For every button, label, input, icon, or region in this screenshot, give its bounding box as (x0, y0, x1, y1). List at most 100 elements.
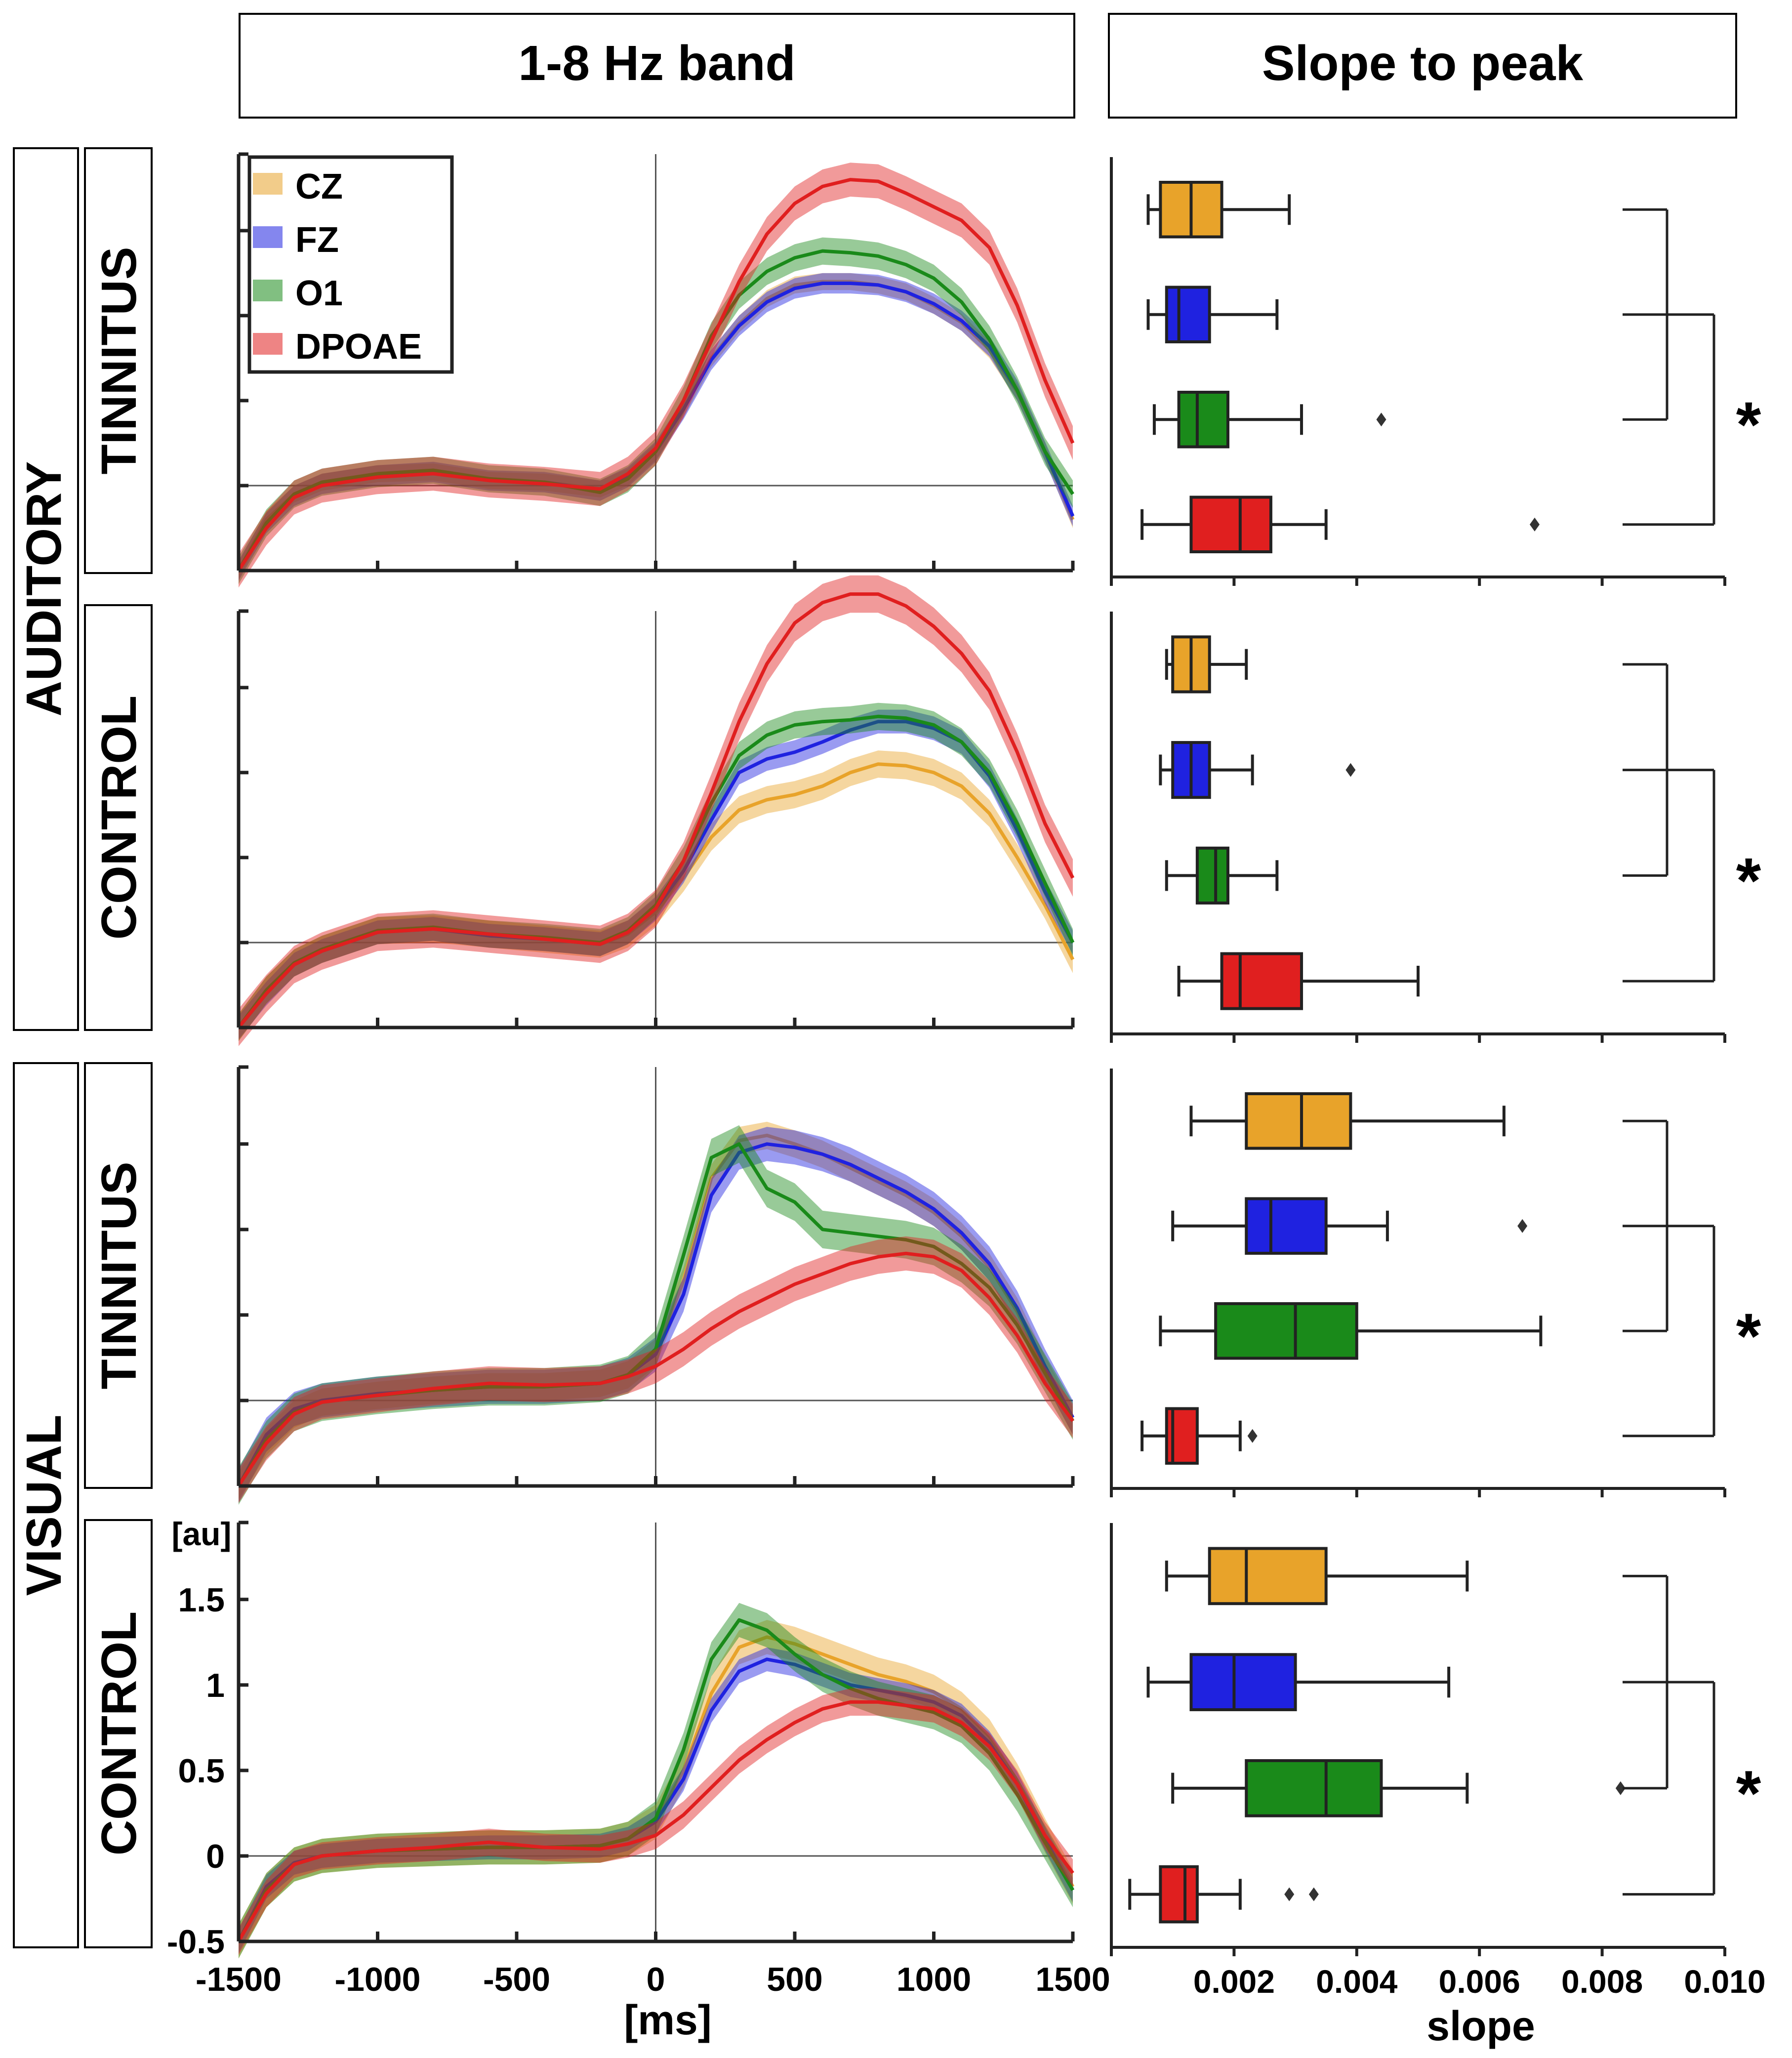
x-tick-label: 1500 (1035, 1961, 1110, 1998)
band-dpoae (239, 163, 1073, 588)
row-group-auditory-label: AUDITORY (16, 461, 72, 717)
series-line-dpoae (237, 178, 1075, 572)
column-title-left-text: 1-8 Hz band (518, 36, 795, 91)
box-panel-visual-tinnitus: * (1110, 1069, 1761, 1497)
box-cz (1165, 1547, 1469, 1605)
box-body (1245, 1197, 1328, 1255)
box-charts: * * * * 0.002 0.004 0.006 0.008 0.010 (1110, 157, 1766, 2000)
row-group-visual: VISUAL (13, 1062, 79, 1948)
band-o1 (239, 1125, 1073, 1505)
box-panel-auditory-tinnitus: * (1110, 157, 1761, 586)
line-panel-auditory-control (237, 575, 1075, 1046)
box-fz (1171, 1197, 1528, 1255)
line-panel-visual-control: -0.5 0 0.5 1 1.5 -1500 -1000 -500 0 500 1000 1500 (167, 1521, 1110, 1998)
column-title-right: Slope to peak (1108, 13, 1737, 119)
significance-star: * (1736, 844, 1761, 916)
outlier-marker (1308, 1887, 1319, 1901)
row-group-auditory: AUDITORY (13, 147, 79, 1031)
significance-bracket: * (1623, 1574, 1761, 1896)
x-tick-label: 1000 (896, 1961, 971, 1998)
legend-swatch-fz (253, 226, 283, 248)
y-tick-label: 0 (206, 1838, 225, 1875)
box-dpoae (1128, 1865, 1319, 1924)
legend-label-cz: CZ (295, 167, 343, 206)
legend: CZ FZ O1 DPOAE (247, 155, 454, 374)
box-body (1189, 495, 1272, 553)
box-fz (1159, 741, 1356, 799)
box-body (1165, 1407, 1199, 1465)
box-body (1245, 1092, 1352, 1150)
box-o1 (1171, 1759, 1626, 1817)
box-body (1159, 1865, 1199, 1924)
row-label-visual-control-text: CONTROL (91, 1611, 147, 1855)
box-dpoae (1140, 495, 1540, 553)
box-cz (1189, 1092, 1506, 1150)
box-body (1165, 286, 1211, 343)
significance-bracket: * (1623, 1119, 1761, 1438)
line-y-axis-label: [au] (172, 1516, 232, 1552)
significance-bracket: * (1623, 208, 1761, 526)
box-x-tick-label: 0.004 (1316, 1963, 1397, 2000)
box-o1 (1159, 1302, 1543, 1360)
box-x-tick-label: 0.008 (1561, 1963, 1643, 2000)
box-panel-auditory-control: * (1110, 612, 1761, 1043)
y-tick-label: 1.5 (178, 1581, 225, 1619)
x-tick-label: -1000 (335, 1961, 421, 1998)
box-dpoae (1140, 1407, 1258, 1465)
box-fz (1146, 286, 1279, 343)
row-label-visual-tinnitus-text: TINNITUS (91, 1161, 147, 1389)
box-x-axis-label: slope (1426, 2003, 1535, 2049)
box-body (1195, 846, 1229, 905)
box-o1 (1152, 391, 1386, 449)
line-panel-auditory-tinnitus (237, 152, 1075, 588)
legend-swatch-dpoae (253, 333, 283, 355)
series-line-dpoae (237, 1251, 1074, 1487)
row-label-auditory-tinnitus-text: TINNITUS (91, 247, 147, 474)
series-line-dpoae (237, 592, 1075, 1029)
x-tick-label: 0 (647, 1961, 665, 1998)
outlier-marker (1345, 763, 1356, 777)
legend-label-dpoae: DPOAE (295, 327, 422, 367)
outlier-marker (1517, 1219, 1528, 1233)
x-tick-label: -1500 (196, 1961, 282, 1998)
box-o1 (1165, 846, 1279, 905)
y-tick-label: 1 (206, 1667, 225, 1704)
band-dpoae (239, 1688, 1073, 1955)
outlier-marker (1529, 517, 1540, 532)
row-group-visual-label: VISUAL (16, 1415, 72, 1596)
outlier-marker (1615, 1781, 1626, 1795)
line-panel-visual-tinnitus (237, 1065, 1075, 1505)
box-x-tick-label: 0.002 (1193, 1963, 1275, 2000)
row-label-auditory-control-text: CONTROL (91, 696, 147, 940)
box-body (1189, 1653, 1297, 1711)
box-fz (1146, 1653, 1451, 1711)
y-tick-label: 0.5 (178, 1752, 225, 1790)
box-body (1214, 1302, 1358, 1360)
legend-swatch-o1 (253, 280, 283, 301)
row-label-visual-tinnitus: TINNITUS (84, 1062, 153, 1489)
box-cz (1165, 635, 1248, 694)
legend-label-o1: O1 (295, 274, 343, 313)
significance-star: * (1736, 1300, 1761, 1372)
line-charts: -0.5 0 0.5 1 1.5 -1500 -1000 -500 0 500 1000 1500 (167, 152, 1110, 1998)
band-dpoae (239, 1236, 1073, 1503)
column-title-right-text: Slope to peak (1262, 36, 1584, 91)
outlier-marker (1247, 1429, 1258, 1443)
significance-star: * (1736, 388, 1761, 460)
y-tick-label: -0.5 (167, 1923, 225, 1961)
box-cz (1146, 181, 1291, 239)
legend-swatch-cz (253, 173, 283, 195)
box-panel-visual-control: * 0.002 0.004 0.006 0.008 0.010 (1110, 1523, 1766, 2000)
box-body (1245, 1759, 1383, 1817)
series-line-dpoae (237, 1700, 1074, 1942)
box-x-tick-label: 0.010 (1684, 1963, 1765, 2000)
box-body (1208, 1547, 1328, 1605)
x-tick-label: 500 (767, 1961, 822, 1998)
box-x-tick-label: 0.006 (1439, 1963, 1520, 2000)
outlier-marker (1376, 412, 1386, 427)
box-body (1220, 952, 1303, 1010)
series-line-o1 (237, 249, 1074, 572)
significance-bracket: * (1623, 663, 1761, 983)
box-body (1177, 391, 1229, 449)
